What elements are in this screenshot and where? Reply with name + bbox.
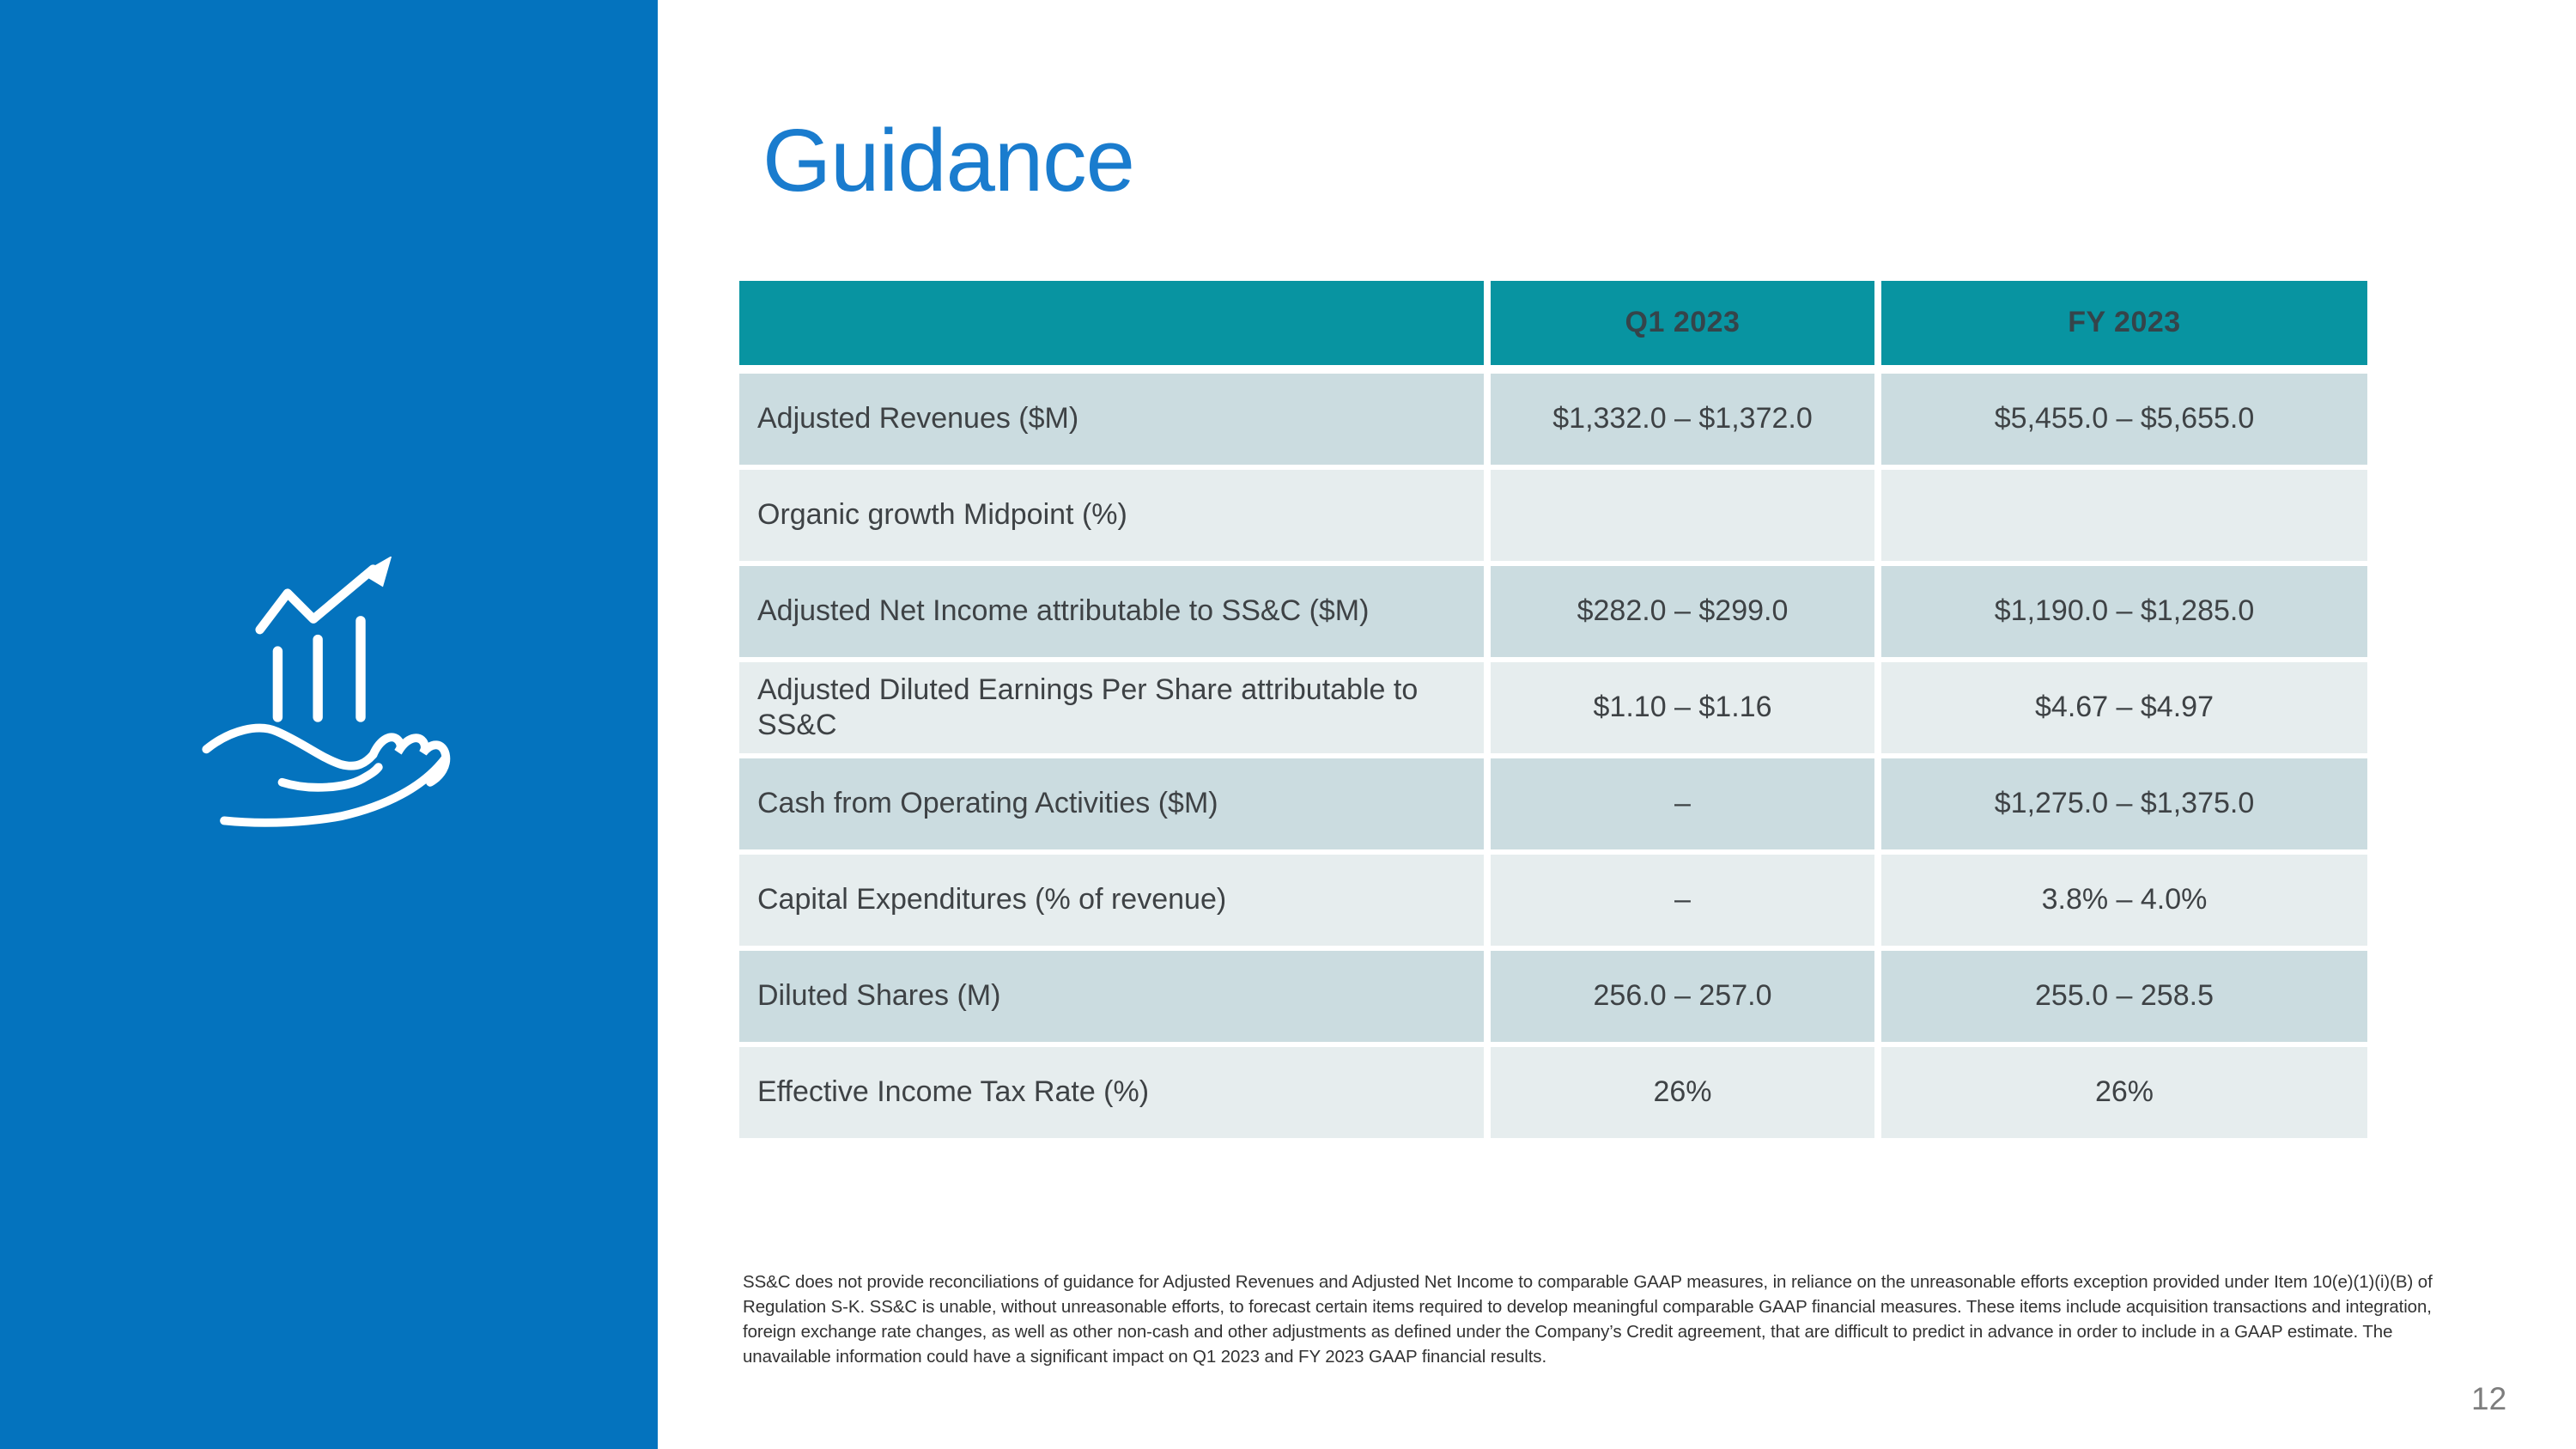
row-q1-value: – xyxy=(1491,758,1874,849)
guidance-table: Q1 2023 FY 2023 Adjusted Revenues ($M) $… xyxy=(739,281,2367,1143)
header-fy-2023: FY 2023 xyxy=(1881,281,2367,365)
row-fy-value: $4.67 – $4.97 xyxy=(1881,662,2367,753)
row-fy-value: 255.0 – 258.5 xyxy=(1881,951,2367,1042)
page-number: 12 xyxy=(2471,1381,2507,1416)
row-label: Adjusted Diluted Earnings Per Share attr… xyxy=(739,662,1484,753)
page-title: Guidance xyxy=(762,111,1135,210)
gaap-disclaimer-footnote: SS&C does not provide reconciliations of… xyxy=(743,1272,2433,1367)
row-fy-value: 26% xyxy=(1881,1047,2367,1138)
table-row: Adjusted Diluted Earnings Per Share attr… xyxy=(739,662,2367,753)
row-q1-value: 26% xyxy=(1491,1047,1874,1138)
row-q1-value: 256.0 – 257.0 xyxy=(1491,951,1874,1042)
row-label: Effective Income Tax Rate (%) xyxy=(739,1047,1484,1138)
row-label: Organic growth Midpoint (%) xyxy=(739,470,1484,561)
table-row: Cash from Operating Activities ($M) – $1… xyxy=(739,758,2367,849)
row-q1-value: $1.10 – $1.16 xyxy=(1491,662,1874,753)
table-row: Adjusted Revenues ($M) $1,332.0 – $1,372… xyxy=(739,374,2367,465)
row-fy-value: $1,275.0 – $1,375.0 xyxy=(1881,758,2367,849)
table-header-row: Q1 2023 FY 2023 xyxy=(739,281,2367,365)
row-fy-value: $1,190.0 – $1,285.0 xyxy=(1881,566,2367,657)
table-row: Capital Expenditures (% of revenue) – 3.… xyxy=(739,855,2367,946)
table-row: Organic growth Midpoint (%) xyxy=(739,470,2367,561)
row-q1-value: – xyxy=(1491,855,1874,946)
row-label: Cash from Operating Activities ($M) xyxy=(739,758,1484,849)
row-label: Adjusted Revenues ($M) xyxy=(739,374,1484,465)
header-q1-2023: Q1 2023 xyxy=(1491,281,1874,365)
row-q1-value xyxy=(1491,470,1874,561)
header-empty-cell xyxy=(739,281,1484,365)
row-label: Adjusted Net Income attributable to SS&C… xyxy=(739,566,1484,657)
row-q1-value: $1,332.0 – $1,372.0 xyxy=(1491,374,1874,465)
row-label: Capital Expenditures (% of revenue) xyxy=(739,855,1484,946)
row-q1-value: $282.0 – $299.0 xyxy=(1491,566,1874,657)
brand-sidebar xyxy=(0,0,658,1449)
table-row: Diluted Shares (M) 256.0 – 257.0 255.0 –… xyxy=(739,951,2367,1042)
table-row: Effective Income Tax Rate (%) 26% 26% xyxy=(739,1047,2367,1138)
row-fy-value xyxy=(1881,470,2367,561)
table-row: Adjusted Net Income attributable to SS&C… xyxy=(739,566,2367,657)
hand-holding-growth-chart-icon xyxy=(202,557,451,827)
row-label: Diluted Shares (M) xyxy=(739,951,1484,1042)
row-fy-value: $5,455.0 – $5,655.0 xyxy=(1881,374,2367,465)
row-fy-value: 3.8% – 4.0% xyxy=(1881,855,2367,946)
